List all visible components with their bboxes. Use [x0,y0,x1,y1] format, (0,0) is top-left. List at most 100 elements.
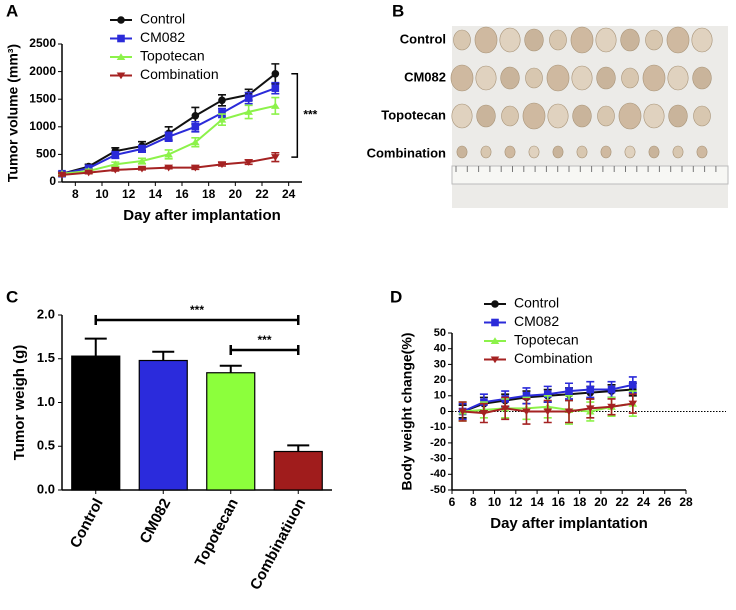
marker [117,16,125,24]
marker [164,132,173,141]
marker [84,169,93,177]
bar [138,359,188,491]
marker [191,111,200,120]
tumor [451,103,473,129]
x-tick-label: Topotecan [192,496,242,570]
marker [217,161,227,169]
y-tick-label: 0.5 [37,438,55,453]
bar [206,372,256,491]
y-tick-label: 0.0 [37,481,55,496]
marker [543,408,553,416]
tumor [525,67,543,89]
tumor [672,145,684,159]
x-tick-label: 22 [616,495,630,509]
y-tick-label: 2.0 [37,306,55,321]
marker [491,300,499,308]
marker [586,385,595,394]
y-tick-label: 0 [440,405,446,417]
y-tick-label: 30 [434,358,446,370]
legend-label: Control [514,295,559,311]
y-tick-label: 1000 [29,119,56,133]
x-tick-label: 24 [637,495,651,509]
tumor [474,26,498,54]
legend-label: Control [140,11,185,27]
y-tick-label: 1500 [29,91,56,105]
bracket [229,345,300,355]
marker [244,159,253,166]
y-tick-label: 0 [49,174,56,188]
tumor [620,28,640,52]
marker [57,171,67,179]
marker [191,164,200,172]
marker [629,381,637,389]
marker [191,138,200,146]
tumor [500,66,520,90]
tumor [667,65,689,91]
marker [111,151,120,159]
tumor [691,27,713,53]
tumor [596,66,616,90]
tumor [618,102,642,130]
y-axis-label: Body weight change(%) [399,333,415,491]
tumor [450,64,474,92]
marker [117,34,125,43]
marker [607,403,616,411]
tumor [668,104,688,128]
legend-label: Combination [514,350,593,366]
tumor [456,145,468,159]
marker [491,318,499,327]
error-bar [84,337,107,357]
marker [111,166,120,174]
y-tick-label: 1.0 [37,394,55,409]
x-tick-label: 14 [530,495,544,509]
bar [273,450,323,491]
tumor [524,28,544,52]
tumor [572,104,592,128]
x-tick-label: 20 [594,495,608,509]
tumor [571,65,593,91]
marker [116,72,126,80]
panel-label: A [6,1,18,20]
x-tick-label: 28 [679,495,693,509]
x-tick-label: 10 [488,495,502,509]
marker [500,405,510,413]
marker [490,356,500,364]
x-tick-label: 22 [255,187,269,201]
y-tick-label: 2000 [29,64,56,78]
x-tick-label: CM082 [137,496,175,547]
tumor [645,29,663,51]
bracket [291,73,299,158]
tumor [453,29,471,51]
x-tick-label: 20 [229,187,243,201]
row-label: Topotecan [381,107,446,122]
x-tick-label: 26 [658,495,672,509]
tumor [648,145,660,159]
x-tick-label: Combinatiuon [247,496,309,593]
marker [271,154,280,161]
y-tick-label: -20 [430,437,446,449]
tumor [552,145,564,159]
tumor [547,103,569,129]
legend-label: CM082 [514,313,559,329]
marker [628,400,638,408]
tumor [693,105,711,127]
y-tick-label: -10 [430,421,446,433]
y-tick-label: -40 [430,468,446,480]
tumor [504,145,516,159]
legend-label: Topotecan [140,48,205,64]
row-label: CM082 [404,69,446,84]
y-axis-label: Tumor volume (mm³) [5,44,21,182]
marker [522,408,531,416]
tumor [642,64,666,92]
y-tick-label: 40 [434,343,446,355]
y-tick-label: -50 [430,484,446,496]
row-label: Combination [367,145,446,160]
marker [543,390,552,399]
bracket [94,315,300,325]
y-tick-label: 1.5 [37,350,55,365]
tumor [666,26,690,54]
marker [607,385,616,394]
marker [164,164,173,172]
error-bar [219,364,242,373]
annotation: *** [257,333,271,347]
